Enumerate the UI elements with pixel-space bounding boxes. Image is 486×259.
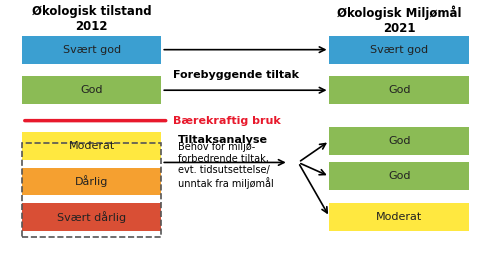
Bar [330,203,469,231]
Text: God: God [388,171,410,181]
Bar [22,203,161,231]
Bar [22,76,161,104]
Bar [330,127,469,155]
Bar [330,36,469,64]
Bar [330,76,469,104]
Text: Moderat: Moderat [69,141,115,151]
Text: Behov for miljø-
forbedrende tiltak,
evt. tidsutsettelse/
unntak fra miljømål: Behov for miljø- forbedrende tiltak, evt… [178,142,274,189]
Text: Dårlig: Dårlig [75,176,108,188]
Bar [22,143,161,237]
Text: Svært dårlig: Svært dårlig [57,211,126,223]
Text: Moderat: Moderat [376,212,422,222]
Text: Økologisk tilstand
2012: Økologisk tilstand 2012 [32,5,152,33]
Text: Svært god: Svært god [63,45,121,55]
Bar [22,36,161,64]
Text: Økologisk Miljømål
2021: Økologisk Miljømål 2021 [337,5,461,35]
Text: God: God [388,85,410,95]
Text: God: God [80,85,103,95]
Text: Bærekraftig bruk: Bærekraftig bruk [174,116,281,126]
Text: Tiltaksanalyse: Tiltaksanalyse [178,135,268,145]
Bar [330,162,469,190]
Text: God: God [388,136,410,146]
Bar [22,132,161,160]
Text: Forebyggende tiltak: Forebyggende tiltak [173,70,299,80]
Bar [22,168,161,195]
Text: Svært god: Svært god [370,45,428,55]
